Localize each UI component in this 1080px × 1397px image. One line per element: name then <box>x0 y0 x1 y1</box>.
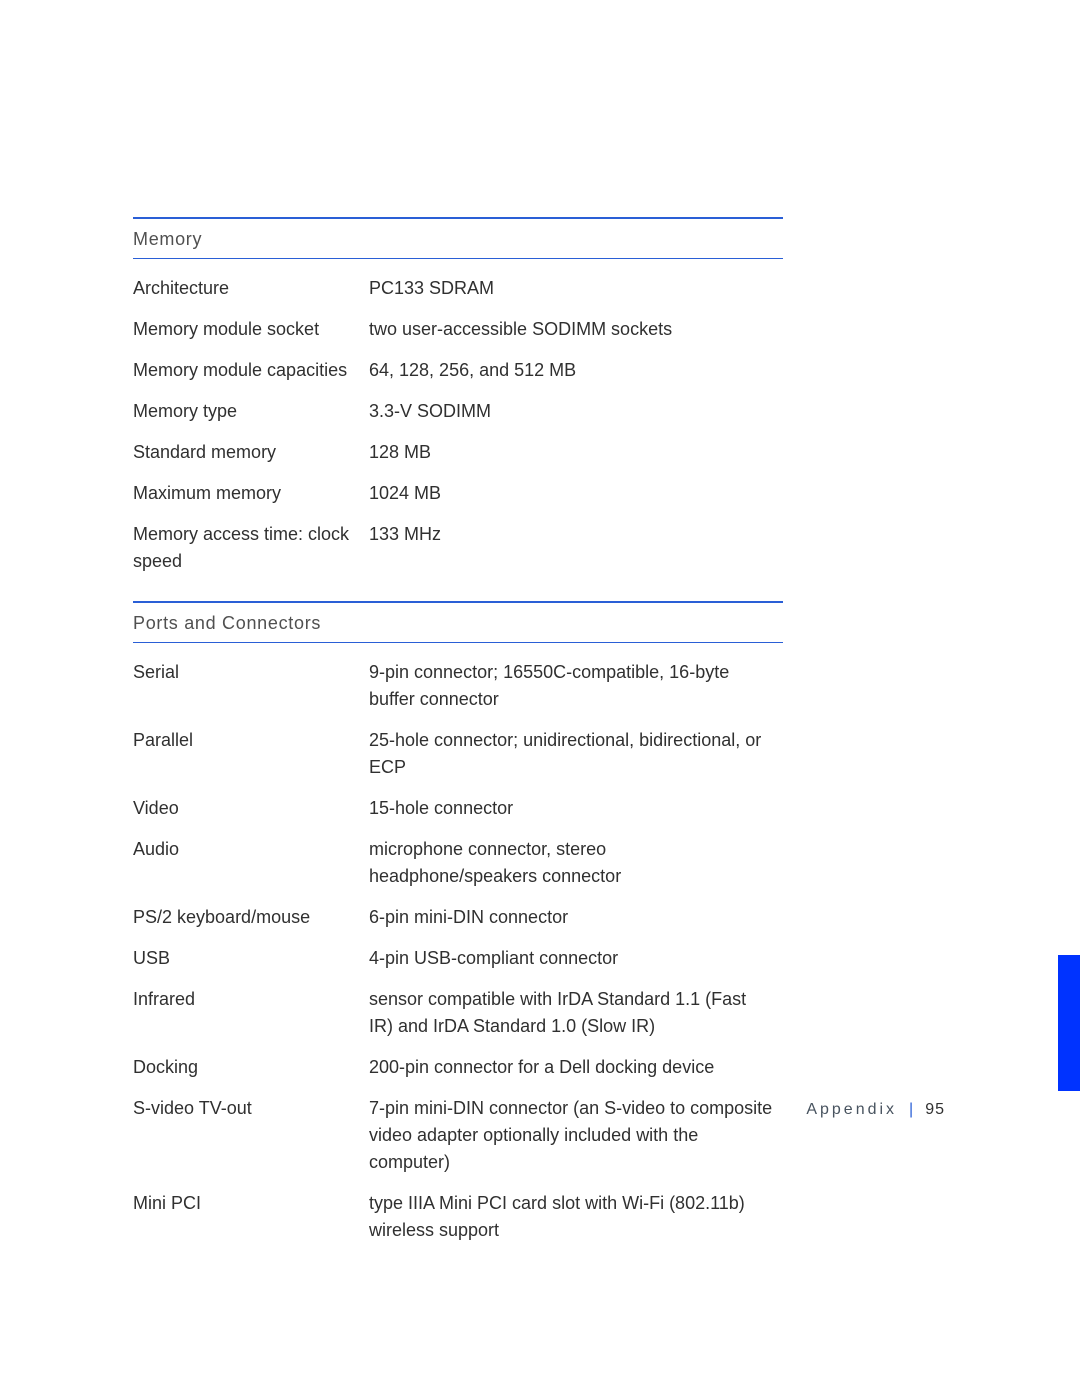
spec-value: 6-pin mini-DIN connector <box>369 904 783 931</box>
spec-row: Video 15-hole connector <box>133 789 783 830</box>
spec-value: 200-pin connector for a Dell docking dev… <box>369 1054 783 1081</box>
spec-value: microphone connector, stereo headphone/s… <box>369 836 783 890</box>
spec-label: Standard memory <box>133 439 369 466</box>
spec-label: Memory access time: clock speed <box>133 521 369 575</box>
spec-value: 25-hole connector; unidirectional, bidir… <box>369 727 783 781</box>
footer-page-number: 95 <box>925 1101 945 1119</box>
spec-label: S-video TV-out <box>133 1095 369 1122</box>
spec-label: Architecture <box>133 275 369 302</box>
spec-row: Mini PCI type IIIA Mini PCI card slot wi… <box>133 1184 783 1252</box>
spec-label: Docking <box>133 1054 369 1081</box>
spec-section-ports: Ports and Connectors Serial 9-pin connec… <box>133 601 783 1252</box>
spec-value: sensor compatible with IrDA Standard 1.1… <box>369 986 783 1040</box>
spec-value: type IIIA Mini PCI card slot with Wi-Fi … <box>369 1190 783 1244</box>
spec-row: Audio microphone connector, stereo headp… <box>133 830 783 898</box>
spec-row: Memory module capacities 64, 128, 256, a… <box>133 351 783 392</box>
spec-row: Memory access time: clock speed 133 MHz <box>133 515 783 583</box>
spec-row: S-video TV-out 7-pin mini-DIN connector … <box>133 1089 783 1184</box>
spec-value: 3.3-V SODIMM <box>369 398 783 425</box>
spec-label: USB <box>133 945 369 972</box>
spec-value: 64, 128, 256, and 512 MB <box>369 357 783 384</box>
spec-row: USB 4-pin USB-compliant connector <box>133 939 783 980</box>
spec-value: 133 MHz <box>369 521 783 548</box>
spec-value: 1024 MB <box>369 480 783 507</box>
spec-row: Maximum memory 1024 MB <box>133 474 783 515</box>
spec-row: Memory type 3.3-V SODIMM <box>133 392 783 433</box>
spec-row: Standard memory 128 MB <box>133 433 783 474</box>
spec-value: 9-pin connector; 16550C-compatible, 16-b… <box>369 659 783 713</box>
footer-section-label: Appendix <box>806 1101 897 1119</box>
section-heading: Memory <box>133 217 783 259</box>
spec-row: Docking 200-pin connector for a Dell doc… <box>133 1048 783 1089</box>
spec-value: 4-pin USB-compliant connector <box>369 945 783 972</box>
side-tab-marker <box>1058 955 1080 1091</box>
spec-section-memory: Memory Architecture PC133 SDRAM Memory m… <box>133 217 783 583</box>
spec-label: Infrared <box>133 986 369 1013</box>
spec-label: Serial <box>133 659 369 686</box>
spec-label: Video <box>133 795 369 822</box>
spec-row: Infrared sensor compatible with IrDA Sta… <box>133 980 783 1048</box>
footer-separator-icon: | <box>909 1101 913 1119</box>
spec-label: Audio <box>133 836 369 863</box>
page-content: Memory Architecture PC133 SDRAM Memory m… <box>133 217 783 1270</box>
spec-label: Mini PCI <box>133 1190 369 1217</box>
spec-value: 7-pin mini-DIN connector (an S-video to … <box>369 1095 783 1176</box>
spec-label: PS/2 keyboard/mouse <box>133 904 369 931</box>
spec-row: Serial 9-pin connector; 16550C-compatibl… <box>133 653 783 721</box>
spec-row: Architecture PC133 SDRAM <box>133 269 783 310</box>
section-heading: Ports and Connectors <box>133 601 783 643</box>
spec-value: 15-hole connector <box>369 795 783 822</box>
spec-value: two user-accessible SODIMM sockets <box>369 316 783 343</box>
page-footer: Appendix | 95 <box>806 1101 945 1119</box>
spec-value: PC133 SDRAM <box>369 275 783 302</box>
spec-row: Parallel 25-hole connector; unidirection… <box>133 721 783 789</box>
spec-label: Memory module socket <box>133 316 369 343</box>
spec-row: Memory module socket two user-accessible… <box>133 310 783 351</box>
spec-row: PS/2 keyboard/mouse 6-pin mini-DIN conne… <box>133 898 783 939</box>
spec-value: 128 MB <box>369 439 783 466</box>
spec-label: Memory type <box>133 398 369 425</box>
spec-label: Memory module capacities <box>133 357 369 384</box>
spec-label: Maximum memory <box>133 480 369 507</box>
spec-label: Parallel <box>133 727 369 754</box>
